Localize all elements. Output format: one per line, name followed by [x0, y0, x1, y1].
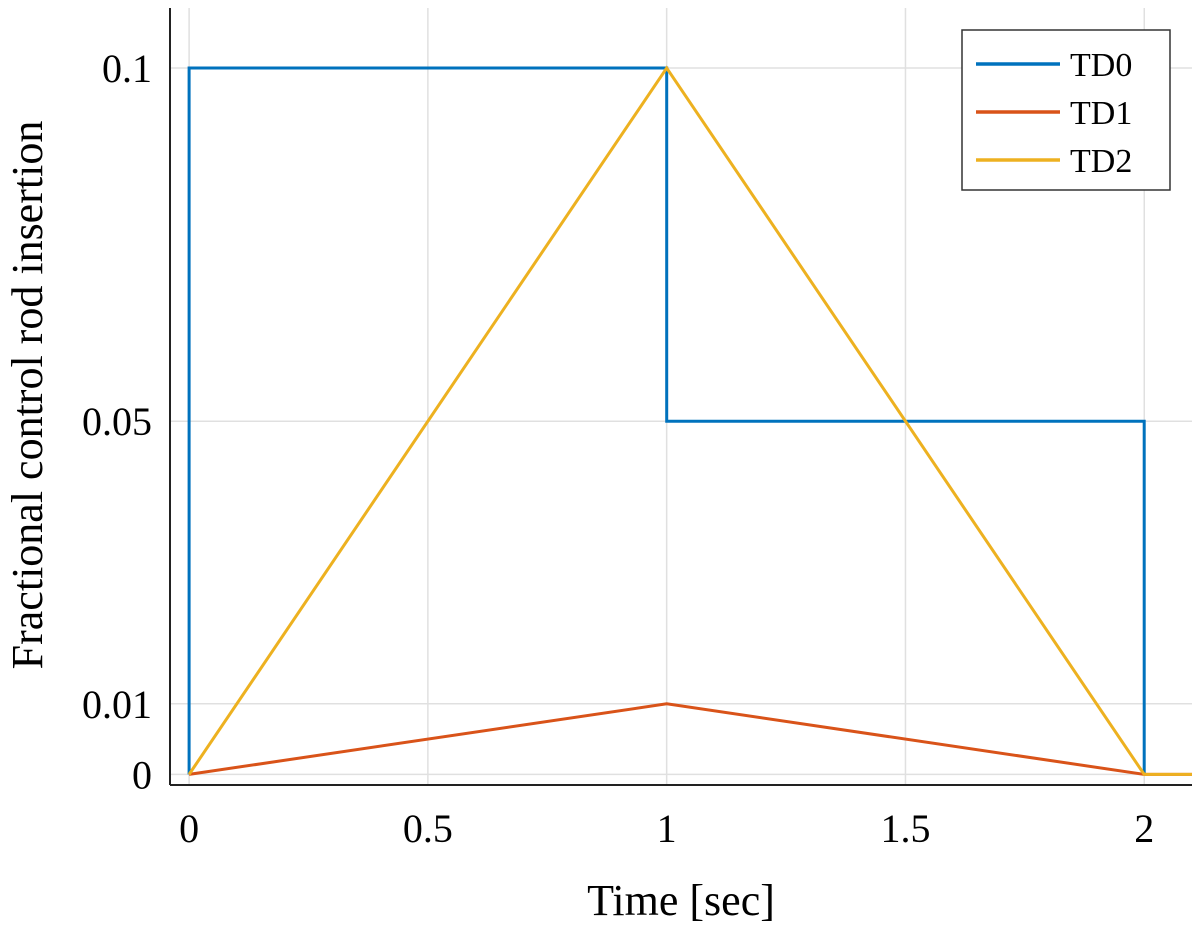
y-tick-labels: 0 0.01 0.05 0.1 [82, 46, 152, 797]
x-tick-label: 2 [1134, 806, 1154, 851]
x-axis-title: Time [sec] [587, 876, 775, 925]
series-layer [187, 65, 1192, 776]
y-tick-label: 0 [132, 752, 152, 797]
series-line-td0 [187, 66, 1146, 775]
legend: TD0 TD1 TD2 [961, 29, 1171, 191]
x-tick-label: 0 [179, 806, 199, 851]
y-tick-label: 0.01 [82, 682, 152, 727]
series-line-td2 [187, 65, 1192, 776]
legend-label-td2: TD2 [1070, 143, 1132, 180]
x-tick-label: 1 [657, 806, 677, 851]
legend-label-td1: TD1 [1070, 95, 1132, 132]
x-tick-label: 1.5 [880, 806, 930, 851]
y-tick-label: 0.05 [82, 399, 152, 444]
legend-label-td0: TD0 [1070, 47, 1132, 84]
legend-box [961, 29, 1171, 191]
x-tick-labels: 0 0.5 1 1.5 2 [179, 806, 1154, 851]
x-tick-label: 0.5 [403, 806, 453, 851]
y-tick-label: 0.1 [102, 46, 152, 91]
axes [169, 8, 1192, 786]
series-line-td1 [188, 702, 1192, 776]
y-axis-title: Fractional control rod insertion [3, 121, 52, 670]
